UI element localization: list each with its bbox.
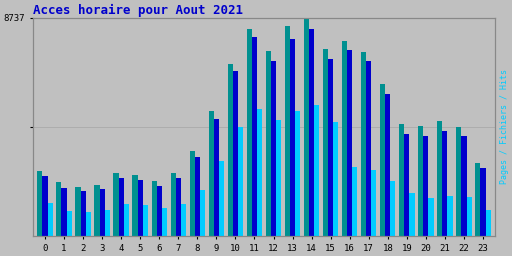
Bar — [442, 131, 447, 236]
Bar — [170, 174, 176, 236]
Bar — [418, 126, 423, 236]
Bar — [361, 52, 366, 236]
Bar — [114, 174, 119, 236]
Bar — [195, 157, 200, 236]
Bar — [323, 49, 328, 236]
Bar — [133, 175, 138, 236]
Bar — [480, 168, 485, 236]
Bar — [333, 122, 338, 236]
Bar — [285, 26, 290, 236]
Bar — [80, 191, 86, 236]
Bar — [138, 180, 143, 236]
Bar — [104, 210, 110, 236]
Bar — [366, 61, 371, 236]
Bar — [214, 119, 219, 236]
Bar — [252, 37, 257, 236]
Bar — [410, 193, 415, 236]
Bar — [176, 178, 181, 236]
Bar — [181, 204, 186, 236]
Bar — [475, 164, 480, 236]
Bar — [456, 127, 461, 236]
Bar — [399, 123, 404, 236]
Bar — [143, 205, 148, 236]
Bar — [390, 181, 395, 236]
Bar — [257, 109, 262, 236]
Bar — [309, 29, 314, 236]
Bar — [404, 134, 410, 236]
Bar — [56, 182, 61, 236]
Bar — [37, 171, 42, 236]
Bar — [385, 93, 390, 236]
Bar — [461, 136, 466, 236]
Bar — [124, 204, 129, 236]
Bar — [314, 105, 319, 236]
Bar — [219, 161, 224, 236]
Bar — [371, 170, 376, 236]
Bar — [271, 61, 276, 236]
Bar — [233, 71, 238, 236]
Bar — [61, 188, 67, 236]
Bar — [266, 51, 271, 236]
Bar — [94, 185, 99, 236]
Bar — [328, 59, 333, 236]
Bar — [99, 189, 104, 236]
Y-axis label: Pages / Fichiers / Hits: Pages / Fichiers / Hits — [500, 69, 508, 184]
Bar — [290, 39, 295, 236]
Bar — [119, 178, 124, 236]
Bar — [75, 187, 80, 236]
Bar — [189, 151, 195, 236]
Bar — [42, 176, 48, 236]
Bar — [67, 211, 72, 236]
Bar — [162, 208, 167, 236]
Bar — [485, 210, 490, 236]
Bar — [200, 190, 205, 236]
Bar — [437, 121, 442, 236]
Bar — [295, 111, 300, 236]
Bar — [466, 197, 472, 236]
Bar — [342, 41, 347, 236]
Bar — [209, 111, 214, 236]
Bar — [157, 186, 162, 236]
Text: Acces horaire pour Aout 2021: Acces horaire pour Aout 2021 — [33, 4, 243, 17]
Bar — [152, 181, 157, 236]
Bar — [276, 120, 281, 236]
Bar — [304, 18, 309, 236]
Bar — [423, 136, 429, 236]
Bar — [86, 212, 91, 236]
Bar — [238, 127, 243, 236]
Bar — [228, 63, 233, 236]
Bar — [447, 196, 453, 236]
Bar — [247, 29, 252, 236]
Bar — [347, 50, 352, 236]
Bar — [352, 167, 357, 236]
Bar — [380, 83, 385, 236]
Bar — [48, 204, 53, 236]
Bar — [429, 198, 434, 236]
